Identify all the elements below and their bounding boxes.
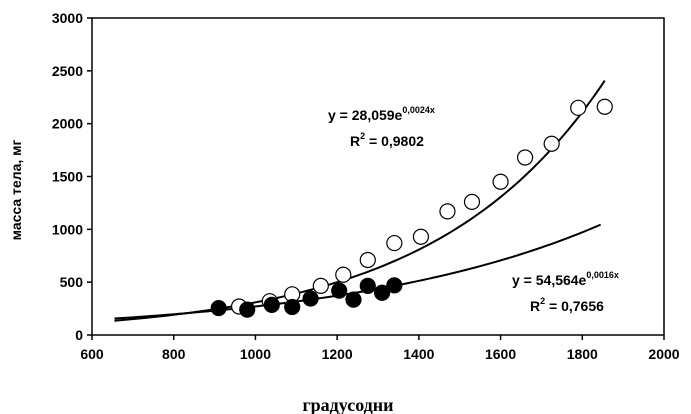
y-axis-label: масса тела, мг [8,140,24,241]
x-tick-labels: 600 800 1000 1200 1400 1600 1800 2000 [80,346,679,362]
r2-series-2: R2 = 0,7656 [530,296,604,314]
filled-point [284,298,301,316]
open-point [596,98,613,115]
y-tick-label: 3000 [52,10,83,26]
x-tick-label: 1600 [485,346,516,362]
trend-curves [114,80,606,322]
r2-value: = 0,7656 [545,298,604,314]
filled-point [302,290,319,307]
y-tick-label: 2500 [52,63,83,79]
equation-prefix: y = 54,564e [512,272,587,288]
filled-point [263,296,280,313]
r2-power: 2 [360,131,365,141]
filled-point [345,291,362,308]
y-tick-label: 2000 [52,116,83,132]
filled-point [359,277,376,294]
x-tick-label: 1800 [567,346,598,362]
x-tick-label: 1400 [403,346,434,362]
y-tick-labels: 0 500 1000 1500 2000 2500 3000 [52,10,83,343]
equation-series-2: y = 54,564e0,0016x [512,270,619,288]
axes [87,17,665,340]
filled-point [331,282,348,299]
x-tick-label: 1000 [240,346,271,362]
data-points [210,98,613,318]
open-point [439,203,456,220]
equation-exponent: 0,0024x [402,105,435,115]
r2-prefix: R [350,133,360,149]
open-point [412,228,429,245]
x-tick-label: 600 [80,346,104,362]
equation-prefix: y = 28,059e [328,107,403,123]
filled-point [210,299,227,317]
r2-prefix: R [530,298,540,314]
x-tick-label: 2000 [648,346,679,362]
open-point [312,277,329,294]
open-point [570,99,587,116]
open-point [492,173,509,190]
trendline-series-2 [114,223,602,320]
r2-series-1: R2 = 0,9802 [350,131,424,149]
open-point [543,135,560,152]
equation-exponent: 0,0016x [586,270,619,280]
filled-point [239,301,256,318]
y-tick-label: 1500 [52,169,83,185]
open-point [359,251,376,269]
r2-power: 2 [540,296,545,306]
x-tick-label: 800 [162,346,186,362]
y-tick-label: 1000 [52,221,83,237]
equation-series-1: y = 28,059e0,0024x [328,105,435,123]
open-point [335,266,352,283]
r2-value: = 0,9802 [365,133,424,149]
open-point [516,149,534,166]
open-point [463,193,481,210]
filled-point [386,277,403,294]
open-point [386,234,403,252]
y-tick-label: 0 [75,327,83,343]
y-tick-label: 500 [60,274,84,290]
x-axis-label: градусодни [302,395,393,414]
x-tick-label: 1200 [322,346,353,362]
filled-point [373,284,391,301]
